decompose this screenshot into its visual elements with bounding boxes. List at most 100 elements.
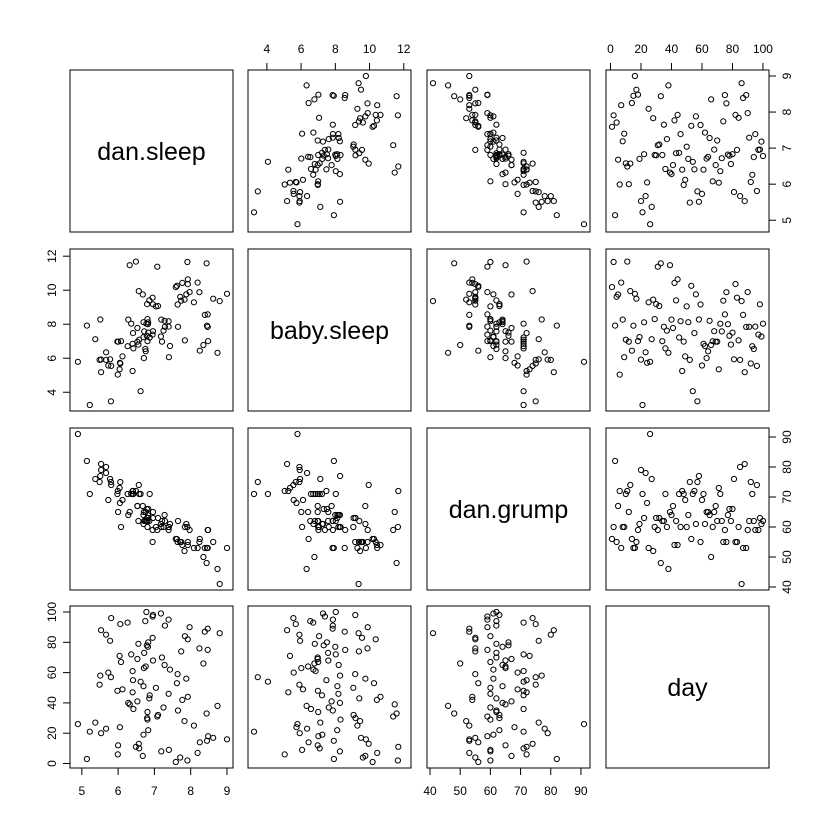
data-point — [644, 359, 651, 366]
data-point — [307, 618, 314, 625]
data-point — [532, 398, 539, 405]
data-point — [316, 114, 323, 121]
data-point — [708, 341, 715, 349]
data-point — [393, 93, 400, 100]
data-point — [323, 166, 330, 173]
data-point — [547, 193, 554, 200]
data-point — [487, 303, 494, 310]
data-point — [487, 354, 494, 361]
data-point — [711, 328, 718, 335]
data-point — [318, 490, 326, 498]
data-point — [203, 559, 210, 567]
data-point — [124, 343, 131, 350]
tick-label: 40 — [665, 42, 679, 56]
data-point — [290, 615, 297, 622]
data-point — [756, 514, 764, 522]
data-point — [487, 131, 494, 138]
data-point — [184, 541, 191, 549]
data-point — [161, 317, 168, 324]
data-point — [723, 538, 730, 546]
data-point — [487, 716, 494, 723]
data-point — [650, 547, 657, 555]
panel-baby-sleep-vs-dan-sleep — [69, 248, 234, 412]
data-point — [201, 628, 208, 635]
panel-frame — [605, 427, 770, 591]
data-point — [335, 661, 342, 669]
data-point — [310, 666, 317, 673]
data-point — [487, 318, 494, 325]
data-point — [294, 721, 301, 728]
data-point — [740, 311, 747, 318]
data-point — [747, 360, 754, 367]
data-point — [115, 742, 122, 749]
data-point — [161, 622, 168, 629]
data-point — [350, 523, 357, 531]
data-point — [520, 745, 527, 752]
panel-day-vs-baby-sleep — [247, 605, 412, 769]
data-point — [523, 743, 530, 750]
data-point — [144, 511, 151, 519]
data-point — [117, 658, 125, 666]
data-point — [651, 523, 658, 531]
data-point — [125, 699, 132, 707]
data-point — [487, 337, 494, 344]
y-axis-left-baby-sleep: 4 6 8 10 12 — [45, 249, 71, 396]
data-point — [645, 105, 652, 112]
data-point — [475, 680, 482, 687]
data-point — [354, 722, 361, 729]
data-point — [292, 178, 299, 186]
data-point — [284, 460, 291, 468]
data-point — [523, 677, 530, 684]
data-point — [281, 181, 288, 188]
data-point — [683, 523, 690, 531]
data-point — [490, 333, 497, 340]
data-point — [674, 111, 681, 119]
data-point — [290, 481, 297, 489]
data-point — [146, 695, 153, 702]
data-point — [98, 627, 105, 634]
data-point — [296, 466, 303, 474]
data-point — [708, 553, 715, 561]
data-point — [305, 99, 312, 107]
tick-label: 60 — [45, 666, 59, 680]
data-point — [496, 301, 503, 308]
data-point — [119, 686, 126, 693]
panel-frame — [69, 69, 234, 233]
data-point — [639, 401, 646, 409]
panel-day-vs-dan-grump — [426, 605, 591, 769]
data-point — [92, 719, 99, 726]
data-point — [532, 674, 539, 681]
data-point — [662, 345, 669, 352]
data-point — [618, 102, 625, 109]
panel-frame — [426, 69, 591, 233]
panel-dan-sleep-vs-dan-sleep: dan.sleep — [69, 69, 234, 233]
data-point — [709, 523, 716, 531]
data-point — [532, 199, 539, 206]
data-point — [203, 260, 210, 267]
data-point — [210, 295, 217, 302]
data-point — [758, 333, 765, 340]
data-point — [612, 322, 619, 329]
data-point — [140, 334, 147, 341]
data-point — [165, 323, 172, 330]
data-point — [204, 625, 211, 632]
data-point — [160, 327, 167, 334]
data-point — [514, 686, 521, 693]
data-point — [216, 580, 223, 588]
data-point — [740, 544, 747, 552]
data-point — [174, 517, 182, 525]
tick-label: 8 — [332, 42, 339, 56]
data-point — [644, 179, 651, 186]
data-point — [532, 356, 539, 363]
data-point — [299, 686, 307, 693]
data-point — [683, 303, 690, 310]
data-point — [727, 160, 735, 168]
data-point — [318, 692, 326, 699]
data-point — [315, 733, 322, 740]
data-point — [680, 338, 687, 345]
data-point — [608, 535, 616, 543]
data-point — [472, 118, 479, 125]
data-point — [657, 559, 664, 567]
data-point — [648, 475, 655, 483]
data-point — [364, 645, 371, 652]
